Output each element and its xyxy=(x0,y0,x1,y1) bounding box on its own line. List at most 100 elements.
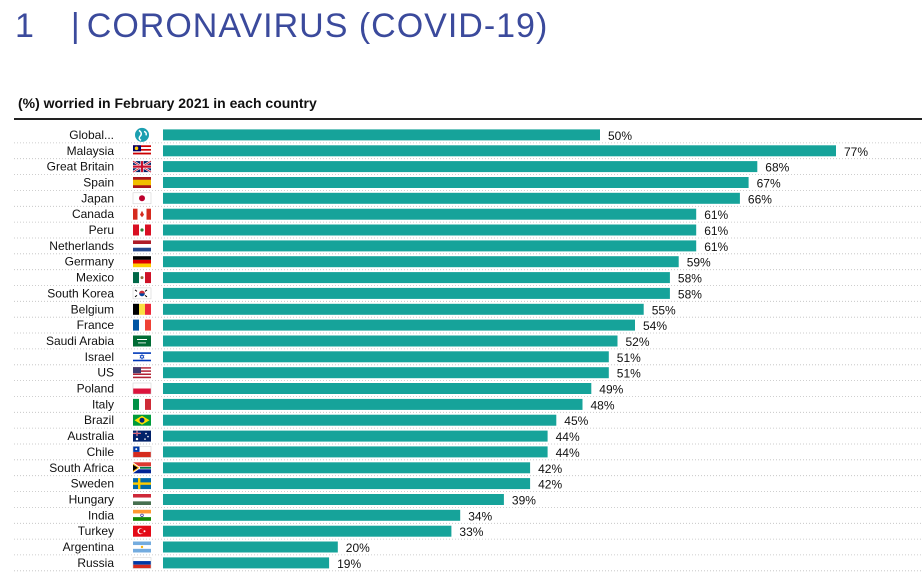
category-label: India xyxy=(88,508,114,522)
value-label: 44% xyxy=(556,430,580,444)
bar xyxy=(163,494,504,505)
value-label: 52% xyxy=(626,335,650,349)
category-label: Great Britain xyxy=(47,160,114,174)
value-label: 20% xyxy=(346,541,370,555)
bar xyxy=(163,224,697,236)
category-label: Mexico xyxy=(76,271,114,285)
category-label: Argentina xyxy=(63,540,115,554)
title-rule xyxy=(14,118,922,120)
value-label: 58% xyxy=(678,272,702,286)
category-label: Brazil xyxy=(84,413,114,427)
header-separator: | xyxy=(70,6,81,45)
value-label: 50% xyxy=(608,129,632,143)
bar xyxy=(163,398,583,410)
category-label: Poland xyxy=(77,382,114,396)
category-label: South Korea xyxy=(47,286,114,300)
bar xyxy=(163,319,635,331)
bar xyxy=(163,446,548,458)
bar xyxy=(163,367,609,379)
flag-turkey-icon xyxy=(133,525,151,537)
category-label: Peru xyxy=(89,223,114,237)
bar xyxy=(163,525,452,537)
value-label: 49% xyxy=(599,383,623,397)
flag-south-africa-icon xyxy=(133,462,151,474)
bar xyxy=(163,177,749,188)
category-label: Netherlands xyxy=(49,239,114,253)
value-label: 39% xyxy=(512,494,536,508)
value-label: 59% xyxy=(687,256,711,270)
category-label: Global... xyxy=(69,128,114,142)
flag-spain-icon xyxy=(133,177,151,188)
category-label: Spain xyxy=(83,176,114,190)
bar xyxy=(163,430,548,442)
bar xyxy=(163,303,644,315)
value-label: 48% xyxy=(591,398,615,412)
bar-chart: Global... 50% Malaysia 77% Great Britain 68% S… xyxy=(0,120,922,575)
value-label: 51% xyxy=(617,367,641,381)
category-label: Belgium xyxy=(71,302,114,316)
bar xyxy=(163,414,557,426)
category-label: France xyxy=(77,318,115,332)
bar xyxy=(163,256,679,268)
value-label: 44% xyxy=(556,446,580,460)
chart-title: (%) worried in February 2021 in each cou… xyxy=(18,95,317,111)
bar xyxy=(163,192,740,204)
flag-us-icon xyxy=(133,367,151,379)
bar xyxy=(163,287,670,299)
category-label: South Africa xyxy=(49,461,114,475)
bar xyxy=(163,351,609,363)
flag-chile-icon xyxy=(132,446,152,458)
value-label: 51% xyxy=(617,351,641,365)
bar xyxy=(163,272,670,284)
flag-hungary-icon xyxy=(133,494,151,505)
bar xyxy=(163,145,836,157)
bar xyxy=(163,541,338,553)
flag-peru-icon xyxy=(133,224,151,236)
value-label: 34% xyxy=(468,509,492,523)
bar xyxy=(163,383,592,394)
category-label: Italy xyxy=(92,397,114,411)
flag-south-korea-icon xyxy=(132,287,152,300)
category-label: Germany xyxy=(65,255,114,269)
bar xyxy=(163,557,330,569)
category-label: Saudi Arabia xyxy=(46,334,114,348)
value-label: 54% xyxy=(643,319,667,333)
category-label: Sweden xyxy=(71,477,114,491)
category-label: Canada xyxy=(72,207,114,221)
flag-sweden-icon xyxy=(133,478,151,490)
flag-saudi-arabia-icon xyxy=(133,335,151,347)
flag-netherlands-icon xyxy=(133,240,151,252)
value-label: 61% xyxy=(704,224,728,238)
flag-france-icon xyxy=(133,319,151,331)
bar xyxy=(163,462,531,474)
value-label: 68% xyxy=(765,161,789,175)
bar xyxy=(163,208,697,220)
bar xyxy=(163,335,618,347)
flag-mexico-icon xyxy=(133,272,151,284)
flag-australia-icon xyxy=(133,430,151,442)
flag-great-britain-icon xyxy=(132,160,152,174)
flag-germany-icon xyxy=(133,256,151,268)
value-label: 42% xyxy=(538,478,562,492)
flag-russia-icon xyxy=(132,557,152,569)
category-label: Russia xyxy=(77,556,114,570)
category-label: Japan xyxy=(81,191,114,205)
bar xyxy=(163,478,531,490)
value-label: 33% xyxy=(459,525,483,539)
value-label: 66% xyxy=(748,192,772,206)
category-label: US xyxy=(97,366,114,380)
flag-brazil-icon xyxy=(133,414,151,426)
flag-canada-icon xyxy=(133,208,151,220)
flag-india-icon xyxy=(133,509,151,521)
bar xyxy=(163,240,697,252)
category-label: Chile xyxy=(87,445,115,459)
globe-icon xyxy=(135,127,149,142)
value-label: 55% xyxy=(652,303,676,317)
value-label: 77% xyxy=(844,145,868,159)
category-label: Malaysia xyxy=(67,144,115,158)
value-label: 42% xyxy=(538,462,562,476)
value-label: 19% xyxy=(337,557,361,571)
flag-italy-icon xyxy=(133,398,151,410)
bar-chart-svg: Global... 50% Malaysia 77% Great Britain 68% S… xyxy=(14,127,922,572)
value-label: 61% xyxy=(704,208,728,222)
